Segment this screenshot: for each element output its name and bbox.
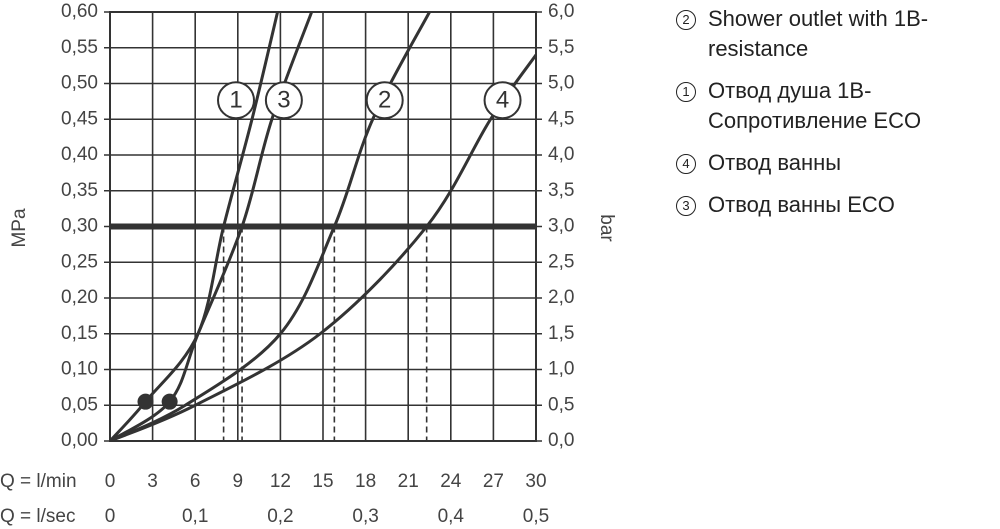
- curve-badge: [483, 81, 522, 120]
- y2-tick-label: 1,0: [548, 359, 574, 380]
- y-tick-label: 0,20: [61, 287, 98, 308]
- y2-tick-label: 5,5: [548, 37, 574, 58]
- y2-tick-label: 4,0: [548, 144, 574, 165]
- legend-entry: 1 Отвод душа 1B-Сопротивление ECO: [676, 76, 996, 136]
- x-tick-label: 0: [105, 471, 116, 492]
- y-tick-label: 0,30: [61, 216, 98, 237]
- curve-label: 1: [229, 87, 242, 114]
- x-tick-label: 12: [270, 471, 291, 492]
- x-tick-label: 9: [233, 471, 244, 492]
- x-tick-label: 15: [312, 471, 333, 492]
- y2-tick-label: 1,5: [548, 323, 574, 344]
- x-tick-label: 24: [440, 471, 462, 492]
- legend-text: Отвод ванны: [708, 150, 842, 175]
- legend-text: Отвод ванны ECO: [708, 192, 895, 217]
- y2-tick-label: 0,0: [548, 430, 574, 451]
- legend-symbol: 2: [676, 10, 696, 30]
- y2-axis-label: bar: [596, 214, 617, 242]
- legend-text: Отвод душа 1B-Сопротивление ECO: [708, 78, 922, 133]
- curve-badge: [264, 81, 303, 120]
- point: [161, 393, 178, 410]
- x2-axis-label: Q = l/sec: [0, 506, 76, 527]
- y-tick-label: 0,05: [61, 394, 98, 415]
- y-tick-label: 0,25: [61, 251, 98, 272]
- y-axis-label: MPa: [9, 208, 30, 248]
- legend-entry: 2 Shower outlet with 1B-resistance: [676, 4, 996, 64]
- curve: [110, 54, 536, 441]
- x-tick-label: 27: [483, 471, 504, 492]
- y-tick-label: 0,55: [61, 37, 98, 58]
- legend: 2 Shower outlet with 1B-resistance 1 Отвод …: [676, 4, 996, 232]
- curve-badge: [365, 81, 404, 120]
- legend-symbol: 1: [676, 82, 696, 102]
- y2-tick-label: 4,5: [548, 108, 574, 129]
- legend-symbol: 3: [676, 196, 696, 216]
- y2-tick-label: 3,5: [548, 180, 574, 201]
- x2-tick-label: 0,3: [352, 506, 378, 527]
- x-tick-label: 3: [147, 471, 158, 492]
- x-axis-label: Q = l/min: [0, 471, 77, 492]
- y2-tick-label: 5,0: [548, 73, 574, 94]
- y-tick-label: 0,10: [61, 359, 98, 380]
- y2-tick-label: 0,5: [548, 394, 574, 415]
- y-tick-label: 0,00: [61, 430, 98, 451]
- x2-tick-label: 0: [105, 506, 116, 527]
- y-tick-label: 0,40: [61, 144, 98, 165]
- y-tick-label: 0,60: [61, 1, 98, 22]
- y-tick-label: 0,35: [61, 180, 98, 201]
- y2-tick-label: 2,0: [548, 287, 574, 308]
- x2-tick-label: 0,5: [523, 506, 549, 527]
- curve-badge: [217, 81, 255, 120]
- legend-entry: 3 Отвод ванны ECO: [676, 190, 996, 220]
- x-tick-label: 21: [398, 471, 419, 492]
- x2-tick-label: 0,4: [438, 506, 465, 527]
- x2-tick-label: 0,2: [267, 506, 293, 527]
- curve-label: 3: [277, 87, 290, 114]
- x-tick-label: 6: [190, 471, 201, 492]
- legend-text: Shower outlet with 1B-resistance: [708, 6, 929, 61]
- chart: Q = l/min Q = l/sec MPa bar 0 3 6 9 12 15 18 21…: [0, 1, 617, 527]
- y-tick-label: 0,45: [61, 108, 98, 129]
- x-tick-label: 30: [525, 471, 546, 492]
- y2-tick-label: 6,0: [548, 1, 574, 22]
- legend-entry: 4 Отвод ванны: [676, 148, 996, 178]
- y-tick-label: 0,50: [61, 73, 98, 94]
- x-tick-label: 18: [355, 471, 376, 492]
- x2-tick-label: 0,1: [182, 506, 208, 527]
- y2-tick-label: 3,0: [548, 216, 574, 237]
- point: [137, 393, 154, 410]
- y-tick-label: 0,15: [61, 323, 98, 344]
- legend-symbol: 4: [676, 154, 696, 174]
- y2-tick-label: 2,5: [548, 251, 574, 272]
- curve-label: 4: [496, 87, 509, 114]
- curve-label: 2: [378, 87, 391, 114]
